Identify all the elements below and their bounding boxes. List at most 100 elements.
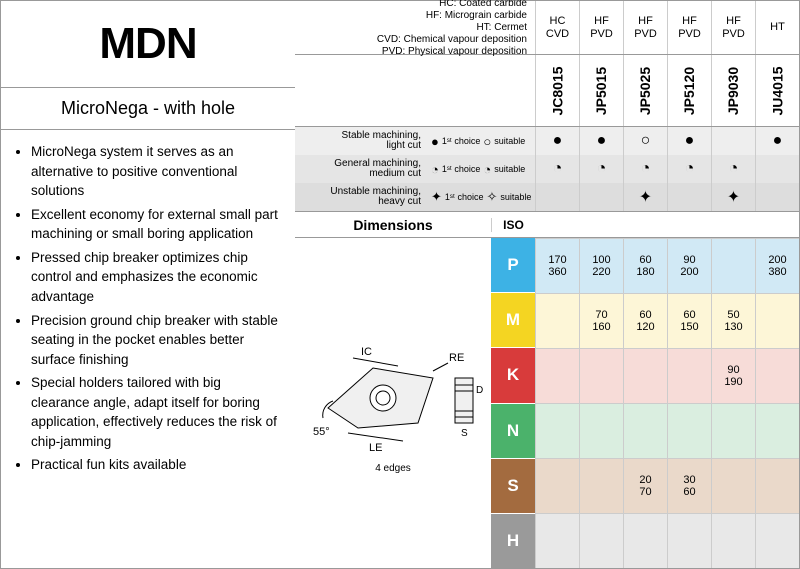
machining-row: Stable machining,light cut●1ˢᵗ choice ○s… xyxy=(295,127,799,155)
column-head: HFPVD xyxy=(623,1,667,54)
feature-item: Excellent economy for external small par… xyxy=(31,205,279,244)
dimensions-header: Dimensions ISO xyxy=(295,212,799,238)
data-cell xyxy=(580,348,623,403)
data-cell xyxy=(756,348,799,403)
data-cell xyxy=(536,348,579,403)
suitability-cell: ◔ xyxy=(579,155,623,183)
data-column: 200380 xyxy=(755,238,799,568)
iso-class-P: P xyxy=(491,238,535,292)
suitability-cell: ● xyxy=(535,127,579,155)
data-cell xyxy=(712,403,755,458)
data-cell xyxy=(712,458,755,513)
suitability-cell: ● xyxy=(667,127,711,155)
machining-suitability: Stable machining,light cut●1ˢᵗ choice ○s… xyxy=(295,127,799,212)
product-code: MDN xyxy=(1,19,295,69)
iso-column: PMKNSH xyxy=(491,238,535,568)
right-panel: HC: Coated carbideHF: Micrograin carbide… xyxy=(295,1,799,568)
data-cell: 60120 xyxy=(624,293,667,348)
data-column: 5013090190 xyxy=(711,238,755,568)
title-box: MDN xyxy=(1,1,295,88)
data-cell: 70160 xyxy=(580,293,623,348)
grade-code: JP5025 xyxy=(623,55,667,126)
feature-list: MicroNega system it serves as an alterna… xyxy=(1,130,295,491)
suitability-cell xyxy=(667,183,711,211)
svg-text:IC: IC xyxy=(361,346,372,358)
suitability-cell: ◔ xyxy=(623,155,667,183)
iso-class-K: K xyxy=(491,347,535,402)
data-cell xyxy=(756,403,799,458)
suitability-cell: ✦ xyxy=(711,183,755,211)
grade-codes: JC8015JP5015JP5025JP5120JP9030JU4015 xyxy=(535,55,799,126)
column-head: HFPVD xyxy=(667,1,711,54)
subtitle-box: MicroNega - with hole xyxy=(1,88,295,130)
data-columns: 170360100220701606018060120 2070 902006015… xyxy=(535,238,799,568)
data-cell: 90200 xyxy=(668,238,711,293)
data-cell xyxy=(580,458,623,513)
data-column: 6018060120 2070 xyxy=(623,238,667,568)
svg-text:55°: 55° xyxy=(313,426,330,438)
data-cell xyxy=(624,403,667,458)
edges-label: 4 edges xyxy=(375,463,411,474)
suitability-cell xyxy=(711,127,755,155)
suitability-cell xyxy=(755,155,799,183)
diagram-svg: IC RE LE 55° D1 S xyxy=(303,333,483,463)
data-cell xyxy=(756,458,799,513)
data-cell: 50130 xyxy=(712,293,755,348)
suitability-cell: ✦ xyxy=(623,183,667,211)
feature-item: Practical fun kits available xyxy=(31,455,279,475)
data-cell: 60180 xyxy=(624,238,667,293)
column-headers: HCCVDHFPVDHFPVDHFPVDHFPVDHT xyxy=(535,1,799,54)
data-cell: 2070 xyxy=(624,458,667,513)
column-head: HCCVD xyxy=(535,1,579,54)
left-panel: MDN MicroNega - with hole MicroNega syst… xyxy=(1,1,295,568)
grade-code: JP5120 xyxy=(667,55,711,126)
svg-text:D1: D1 xyxy=(476,385,483,396)
suitability-cell: ○ xyxy=(623,127,667,155)
suitability-cell xyxy=(579,183,623,211)
data-cell xyxy=(580,403,623,458)
column-head: HFPVD xyxy=(579,1,623,54)
data-cell: 100220 xyxy=(580,238,623,293)
data-cell xyxy=(536,293,579,348)
suitability-cell: ◔ xyxy=(535,155,579,183)
data-cell xyxy=(536,403,579,458)
suitability-cell: ● xyxy=(755,127,799,155)
grade-row: JC8015JP5015JP5025JP5120JP9030JU4015 xyxy=(295,55,799,127)
feature-item: Pressed chip breaker optimizes chip cont… xyxy=(31,248,279,307)
grade-code: JP9030 xyxy=(711,55,755,126)
data-cell xyxy=(712,238,755,293)
dimensions-label: Dimensions xyxy=(295,217,491,233)
data-cell xyxy=(580,513,623,568)
feature-item: MicroNega system it serves as an alterna… xyxy=(31,142,279,201)
iso-class-N: N xyxy=(491,403,535,458)
grade-code: JC8015 xyxy=(535,55,579,126)
data-cell xyxy=(756,293,799,348)
iso-class-S: S xyxy=(491,458,535,513)
feature-item: Precision ground chip breaker with stabl… xyxy=(31,311,279,370)
iso-class-M: M xyxy=(491,292,535,347)
iso-label: ISO xyxy=(491,218,535,232)
iso-class-H: H xyxy=(491,513,535,568)
body-row: IC RE LE 55° D1 S 4 edges PMKNSH 1703601… xyxy=(295,238,799,568)
grade-code: JP5015 xyxy=(579,55,623,126)
data-cell xyxy=(668,348,711,403)
suitability-cell xyxy=(755,183,799,211)
svg-text:LE: LE xyxy=(369,442,382,454)
data-cell xyxy=(624,348,667,403)
data-column: 170360 xyxy=(535,238,579,568)
machining-row: Unstable machining,heavy cut✦1ˢᵗ choice … xyxy=(295,183,799,211)
catalog-page: MDN MicroNega - with hole MicroNega syst… xyxy=(0,0,800,569)
grade-code: JU4015 xyxy=(755,55,799,126)
feature-item: Special holders tailored with big cleara… xyxy=(31,373,279,451)
suitability-cell xyxy=(535,183,579,211)
legend-row: HC: Coated carbideHF: Micrograin carbide… xyxy=(295,1,799,55)
svg-text:RE: RE xyxy=(449,352,464,364)
suitability-cell: ● xyxy=(579,127,623,155)
data-column: 10022070160 xyxy=(579,238,623,568)
data-cell: 60150 xyxy=(668,293,711,348)
machining-row: General machining,medium cut◔1ˢᵗ choice … xyxy=(295,155,799,183)
data-cell xyxy=(624,513,667,568)
product-name: MicroNega - with hole xyxy=(61,98,235,118)
data-cell: 90190 xyxy=(712,348,755,403)
column-head: HT xyxy=(755,1,799,54)
